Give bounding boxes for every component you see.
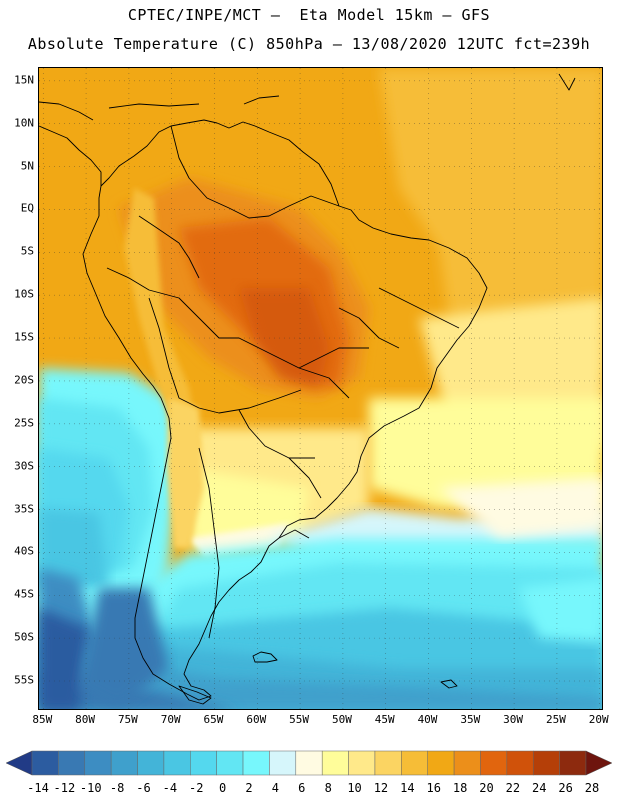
colorbar-label: -2 <box>189 781 204 795</box>
longitude-label: 35W <box>460 713 481 726</box>
temperature-map <box>38 67 603 710</box>
longitude-label: 25W <box>545 713 566 726</box>
temperature-colorbar <box>5 750 613 776</box>
map-title-line2: Absolute Temperature (C) 850hPa – 13/08/… <box>27 35 591 53</box>
colorbar-swatch <box>506 750 534 776</box>
colorbar-label: 10 <box>347 781 362 795</box>
colorbar-label: -14 <box>27 781 49 795</box>
colorbar-label: 24 <box>532 781 547 795</box>
latitude-label: 15N <box>14 73 34 87</box>
longitude-label: 80W <box>75 713 96 726</box>
south-america-coast <box>82 119 488 701</box>
latitude-label: 30S <box>14 459 34 473</box>
longitude-label: 65W <box>203 713 224 726</box>
longitude-label: 60W <box>246 713 267 726</box>
latitude-label: 35S <box>14 502 34 516</box>
colorbar-label: 8 <box>324 781 332 795</box>
colorbar-swatch <box>31 750 59 776</box>
colorbar-max-arrow <box>585 750 613 776</box>
colorbar-label: 18 <box>452 781 468 795</box>
colorbar-swatch <box>269 750 297 776</box>
colorbar-swatch <box>216 750 244 776</box>
latitude-label: 45S <box>14 587 34 601</box>
latitude-label: 15S <box>14 330 34 344</box>
colorbar-label: -10 <box>79 781 102 795</box>
colorbar-label: -4 <box>162 781 178 795</box>
colorbar-label: 22 <box>505 781 521 795</box>
colorbar-swatch <box>242 750 270 776</box>
colorbar-label: 6 <box>298 781 306 795</box>
latitude-label: 40S <box>14 544 34 558</box>
latitude-label: 55S <box>14 673 34 687</box>
colorbar-swatch <box>295 750 323 776</box>
colorbar-label: 26 <box>558 781 573 795</box>
colorbar-swatch <box>480 750 508 776</box>
longitude-label: 20W <box>588 713 609 726</box>
colorbar-swatch <box>348 750 376 776</box>
longitude-label: 85W <box>32 713 53 726</box>
colorbar-swatch <box>453 750 481 776</box>
colorbar-label: -8 <box>109 781 125 795</box>
longitude-label: 45W <box>374 713 395 726</box>
longitude-label: 55W <box>289 713 310 726</box>
longitude-label: 75W <box>117 713 138 726</box>
colorbar-label: 14 <box>400 781 415 795</box>
colorbar-swatch <box>58 750 86 776</box>
colorbar-swatch <box>110 750 138 776</box>
colorbar-swatch <box>321 750 349 776</box>
colorbar-label: 28 <box>584 781 600 795</box>
longitude-label: 30W <box>503 713 524 726</box>
latitude-label: 10N <box>14 116 34 130</box>
falkland-islands <box>252 651 278 663</box>
latitude-label: 5N <box>20 159 34 173</box>
colorbar-swatch <box>190 750 217 776</box>
latitude-label: 10S <box>14 287 34 301</box>
latitude-label: 5S <box>20 244 34 258</box>
longitude-label: 50W <box>331 713 352 726</box>
latitude-label: 25S <box>14 416 34 430</box>
colorbar-label: 4 <box>271 781 280 795</box>
latitude-label: EQ <box>20 201 34 215</box>
latitude-label: 20S <box>14 373 34 387</box>
colorbar-label: 12 <box>373 781 389 795</box>
map-title-line1: CPTEC/INPE/MCT – Eta Model 15km – GFS <box>127 6 491 24</box>
colorbar-label: -12 <box>53 781 76 795</box>
colorbar-label: 0 <box>219 781 227 795</box>
colorbar-min-arrow <box>5 750 33 776</box>
temperature-field <box>39 68 602 709</box>
colorbar-label: 20 <box>479 781 494 795</box>
coastlines <box>39 73 576 705</box>
colorbar-swatch <box>427 750 455 776</box>
colorbar-swatch <box>374 750 402 776</box>
colorbar-swatch <box>84 750 112 776</box>
lat-lon-grid <box>39 68 602 709</box>
colorbar-swatch <box>532 750 560 776</box>
colorbar-swatch <box>163 750 191 776</box>
colorbar-label: -6 <box>136 781 151 795</box>
longitude-label: 70W <box>160 713 181 726</box>
colorbar-swatch <box>137 750 165 776</box>
colorbar-swatch <box>559 750 587 776</box>
colorbar-label: 2 <box>245 781 253 795</box>
latitude-label: 50S <box>14 630 34 644</box>
longitude-label: 40W <box>417 713 438 726</box>
colorbar-swatch <box>401 750 428 776</box>
colorbar-label: 16 <box>426 781 441 795</box>
